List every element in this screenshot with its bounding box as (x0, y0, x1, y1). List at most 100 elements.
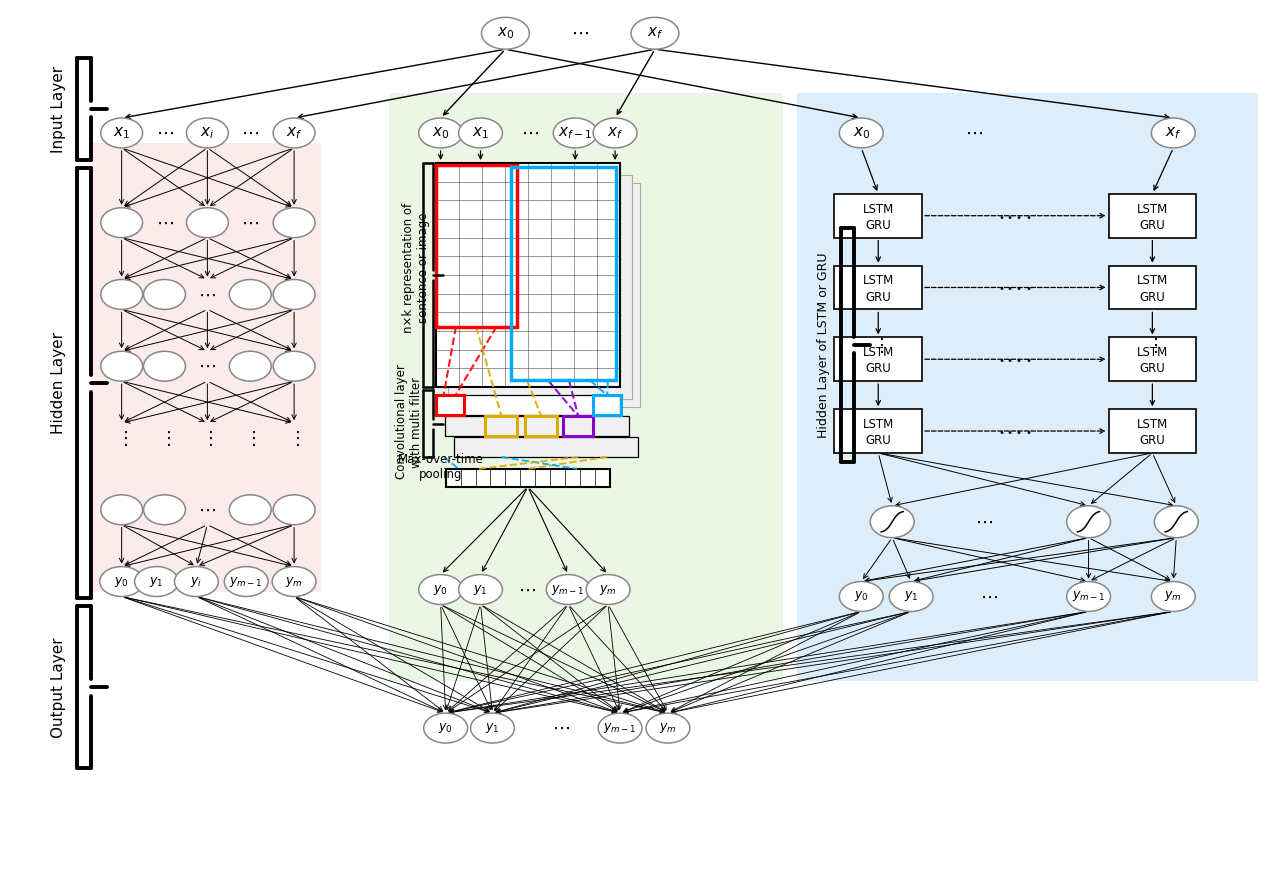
Text: $\bullet\bullet\bullet\bullet$: $\bullet\bullet\bullet\bullet$ (998, 354, 1032, 364)
Text: $\bullet\bullet\bullet\bullet$: $\bullet\bullet\bullet\bullet$ (998, 210, 1032, 221)
Text: Input Layer: Input Layer (51, 66, 67, 153)
Text: $x_0$: $x_0$ (853, 125, 870, 141)
Text: $y_{m-1}$: $y_{m-1}$ (1072, 589, 1105, 603)
Text: $\cdots$: $\cdots$ (572, 25, 590, 42)
Text: GRU: GRU (866, 434, 891, 447)
Bar (436, 396, 463, 415)
Ellipse shape (229, 495, 271, 524)
Text: Max-over-time
pooling: Max-over-time pooling (398, 453, 483, 481)
Ellipse shape (1155, 506, 1198, 538)
Bar (454, 437, 638, 457)
Ellipse shape (101, 352, 142, 381)
Bar (593, 396, 622, 415)
Ellipse shape (839, 118, 884, 148)
Bar (445, 469, 610, 487)
Ellipse shape (423, 713, 468, 743)
Text: $\cdots$: $\cdots$ (975, 513, 993, 531)
Ellipse shape (274, 118, 315, 148)
Ellipse shape (554, 118, 597, 148)
Bar (834, 409, 922, 453)
Text: n×k representation of
sentence or image: n×k representation of sentence or image (402, 203, 430, 332)
Ellipse shape (646, 713, 689, 743)
Ellipse shape (101, 118, 142, 148)
Text: $\vdots$: $\vdots$ (288, 429, 301, 447)
Text: $y_0$: $y_0$ (434, 582, 448, 596)
Text: $x_{f-1}$: $x_{f-1}$ (558, 125, 592, 141)
Text: $y_0$: $y_0$ (114, 574, 129, 588)
Text: $y_m$: $y_m$ (659, 721, 677, 735)
Text: $x_1$: $x_1$ (472, 125, 489, 141)
Ellipse shape (586, 574, 631, 604)
Text: $y_m$: $y_m$ (1164, 589, 1182, 603)
Ellipse shape (272, 567, 316, 596)
Text: $\cdots$: $\cdots$ (980, 588, 998, 605)
Text: GRU: GRU (1140, 219, 1165, 232)
Ellipse shape (546, 574, 590, 604)
Text: $y_{m-1}$: $y_{m-1}$ (551, 582, 585, 596)
Ellipse shape (101, 208, 142, 238)
Ellipse shape (187, 118, 229, 148)
Bar (455, 182, 640, 407)
Text: $y_m$: $y_m$ (285, 574, 303, 588)
Bar (798, 93, 1259, 681)
Ellipse shape (101, 280, 142, 310)
Bar (448, 175, 632, 399)
Text: $\cdots$: $\cdots$ (553, 719, 570, 737)
Ellipse shape (839, 581, 884, 611)
Text: Hidden Layer: Hidden Layer (51, 332, 67, 434)
Text: $\bullet\bullet\bullet\bullet$: $\bullet\bullet\bullet\bullet$ (998, 282, 1032, 293)
Text: LSTM: LSTM (1137, 203, 1168, 216)
Text: $\vdots$: $\vdots$ (872, 336, 884, 355)
Text: $x_f$: $x_f$ (606, 125, 623, 141)
Text: $y_{m-1}$: $y_{m-1}$ (229, 574, 263, 588)
Text: $\cdots$: $\cdots$ (242, 214, 260, 232)
Ellipse shape (889, 581, 934, 611)
Text: $\vdots$: $\vdots$ (159, 429, 170, 447)
Ellipse shape (418, 118, 463, 148)
Ellipse shape (459, 574, 503, 604)
Text: $\vdots$: $\vdots$ (1146, 336, 1159, 355)
Bar (512, 168, 616, 381)
Ellipse shape (101, 495, 142, 524)
Text: LSTM: LSTM (1137, 418, 1168, 431)
Text: GRU: GRU (1140, 434, 1165, 447)
Ellipse shape (1067, 581, 1110, 611)
Text: $y_1$: $y_1$ (473, 582, 487, 596)
Bar (834, 338, 922, 381)
Text: $x_f$: $x_f$ (285, 125, 302, 141)
Text: $y_{m-1}$: $y_{m-1}$ (604, 721, 637, 735)
Ellipse shape (100, 567, 143, 596)
Text: $x_f$: $x_f$ (1165, 125, 1182, 141)
Text: $x_f$: $x_f$ (647, 25, 664, 41)
Bar (1109, 409, 1196, 453)
Bar (436, 163, 620, 387)
Text: $\cdots$: $\cdots$ (156, 214, 174, 232)
Ellipse shape (471, 713, 514, 743)
Bar (834, 194, 922, 238)
Text: GRU: GRU (866, 290, 891, 303)
Text: LSTM: LSTM (1137, 346, 1168, 360)
Text: $x_0$: $x_0$ (496, 25, 514, 41)
Text: LSTM: LSTM (862, 418, 894, 431)
Ellipse shape (143, 352, 185, 381)
Bar (436, 396, 620, 415)
Text: $\cdots$: $\cdots$ (518, 581, 536, 598)
Bar (436, 165, 517, 326)
Ellipse shape (274, 208, 315, 238)
Ellipse shape (599, 713, 642, 743)
Text: GRU: GRU (1140, 362, 1165, 375)
Text: Convolutional layer
with multi filter: Convolutional layer with multi filter (395, 365, 423, 480)
Text: $x_1$: $x_1$ (113, 125, 130, 141)
Text: $\cdots$: $\cdots$ (964, 124, 984, 142)
Text: $y_i$: $y_i$ (191, 574, 202, 588)
Bar (1109, 194, 1196, 238)
Ellipse shape (134, 567, 179, 596)
Ellipse shape (459, 118, 503, 148)
Text: $x_i$: $x_i$ (201, 125, 215, 141)
Ellipse shape (274, 352, 315, 381)
Bar (1109, 266, 1196, 310)
Ellipse shape (593, 118, 637, 148)
Ellipse shape (143, 495, 185, 524)
Text: LSTM: LSTM (1137, 275, 1168, 288)
Ellipse shape (224, 567, 269, 596)
